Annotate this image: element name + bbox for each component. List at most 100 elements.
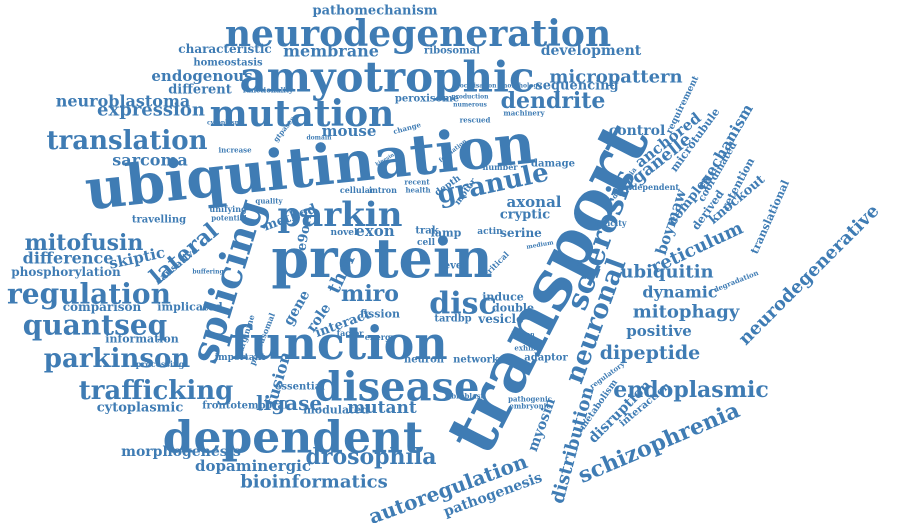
cloud-word: development — [541, 43, 642, 59]
cloud-word: micropattern — [549, 67, 682, 88]
cloud-word: tardbp — [434, 314, 471, 325]
cloud-word: serine — [500, 226, 542, 240]
cloud-word: modulated — [303, 404, 369, 417]
cloud-word: mitophagy — [633, 302, 740, 323]
cloud-word: trak — [415, 226, 439, 237]
cloud-word: fission — [360, 308, 400, 321]
cloud-word: sequencing — [535, 79, 618, 94]
cloud-word: amyotrophic — [239, 53, 534, 102]
cloud-word: actin — [477, 227, 503, 237]
cloud-word: important — [215, 353, 267, 363]
cloud-word: parkin — [278, 195, 403, 235]
cloud-word: damage — [531, 159, 575, 170]
cloud-word: phosphorylation — [11, 265, 121, 279]
cloud-word: frontotemporal — [202, 401, 288, 412]
cloud-word: cryptic — [500, 208, 550, 223]
cloud-word: different — [168, 83, 232, 98]
cloud-word: machinery — [503, 109, 545, 118]
cloud-word: function — [230, 316, 448, 370]
cloud-word: neuron — [404, 355, 445, 366]
cloud-word: unifying — [209, 204, 247, 214]
cloud-word: degradation — [712, 268, 759, 294]
cloud-word: disease — [314, 364, 479, 411]
cloud-word: control — [609, 123, 666, 139]
cloud-word: functionality — [243, 86, 294, 95]
cloud-word: induce — [482, 291, 524, 304]
cloud-word: mutation — [210, 93, 395, 135]
cloud-word: quality — [255, 197, 283, 206]
cloud-word: exhibit — [514, 344, 542, 353]
cloud-word: regulation — [7, 278, 171, 311]
cloud-word: factor — [337, 328, 365, 338]
cloud-word: membrane — [283, 42, 379, 61]
cloud-word: double — [492, 302, 534, 315]
cloud-word: mouse — [322, 122, 377, 140]
cloud-word: trafficking — [79, 376, 234, 406]
cloud-word: buffering — [192, 269, 224, 276]
cloud-word: pathogenic — [508, 395, 552, 404]
cloud-word: independent — [623, 182, 680, 192]
cloud-word: dependent — [163, 413, 424, 464]
cloud-word: lamp — [431, 227, 462, 240]
cloud-word: morphology — [501, 83, 542, 90]
cloud-word: pathomechanism — [313, 4, 438, 19]
cloud-word: homeostasis — [193, 58, 263, 69]
cloud-word: endoplasmic — [613, 377, 768, 403]
cloud-word: network — [453, 355, 500, 366]
cloud-word: toxicity — [593, 218, 626, 228]
cloud-word: miro — [341, 281, 399, 307]
cloud-word: essential — [275, 382, 325, 393]
cloud-word: sarcoma — [112, 151, 188, 170]
cloud-word: e9orf — [294, 210, 316, 252]
cloud-word: dopaminergic — [195, 457, 311, 475]
cloud-word: quantseq — [23, 309, 168, 342]
cloud-word: production — [452, 94, 490, 101]
cloud-word: fibroblast — [446, 392, 484, 401]
cloud-word: recent — [404, 178, 430, 187]
cloud-word: cell — [417, 238, 436, 248]
cloud-word: ubiquitin — [620, 262, 713, 283]
cloud-word: mitofusin — [25, 230, 144, 256]
cloud-word: exon — [355, 222, 394, 240]
cloud-word: axonal — [507, 193, 562, 211]
cloud-word: difference — [23, 249, 114, 268]
cloud-word: drosophila — [305, 444, 436, 470]
cloud-word: neurodegeneration — [225, 13, 611, 55]
cloud-word: medium — [526, 239, 555, 251]
cloud-word: ribosomal — [424, 46, 480, 57]
cloud-word: health — [405, 186, 430, 195]
cloud-word: protein — [271, 226, 492, 290]
cloud-word: ligase — [256, 391, 322, 415]
cloud-word: endogenous — [151, 67, 252, 85]
cloud-word: dynamic — [642, 283, 717, 302]
cloud-word: energy — [365, 332, 396, 342]
cloud-word: adaptor — [524, 353, 568, 364]
cloud-word: comparison — [63, 300, 142, 314]
cloud-word: translation — [47, 126, 208, 156]
cloud-word: number — [483, 162, 519, 172]
cloud-word: neuroblastoma — [56, 92, 191, 111]
cloud-word: vesicle — [477, 312, 524, 326]
cloud-word: expression — [97, 100, 205, 121]
cloud-word: peroxisome — [395, 94, 459, 105]
cloud-word: novel — [331, 228, 359, 238]
cloud-word: travelling — [132, 215, 186, 226]
cloud-word: intron — [369, 185, 397, 195]
cloud-word: implicated — [157, 301, 223, 314]
cloud-word: potential — [211, 214, 247, 223]
cloud-word: disc — [429, 287, 497, 322]
cloud-word: parkinson — [44, 344, 190, 374]
cloud-word: human — [511, 332, 535, 339]
cloud-word: numerous — [453, 102, 487, 109]
cloud-word: embryonic — [509, 402, 550, 411]
cloud-word: cytoplasm — [207, 120, 242, 127]
cloud-word: dendrite — [501, 88, 606, 114]
cloud-word: domain — [306, 135, 332, 142]
cloud-word: processing — [136, 359, 185, 369]
cloud-word: rescued — [460, 116, 491, 125]
cloud-word: dipeptide — [600, 342, 701, 364]
cloud-word: bioinformatics — [240, 472, 388, 493]
cloud-word: positive — [626, 322, 692, 340]
